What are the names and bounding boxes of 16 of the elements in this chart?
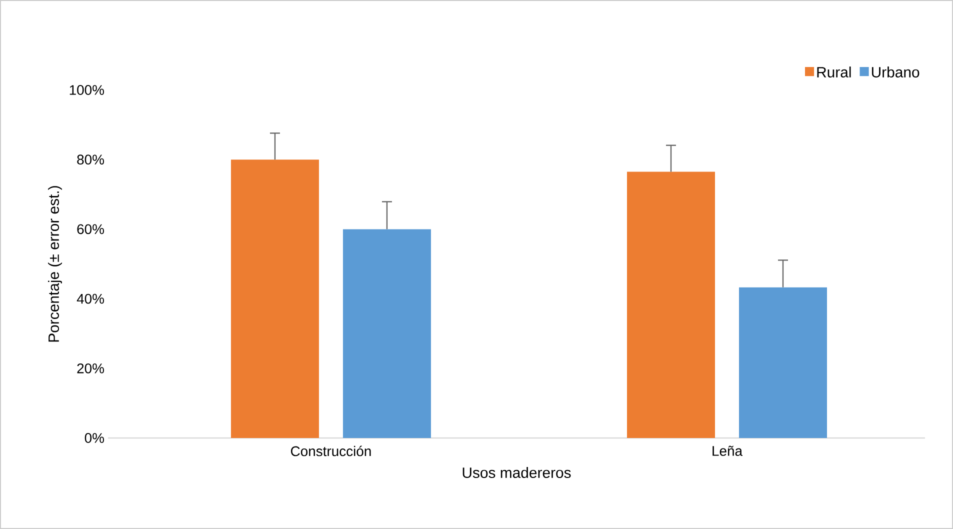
bar: [342, 229, 431, 438]
y-tick-label: 100%: [70, 85, 104, 95]
y-axis-title: Porcentaje (± error est.): [48, 186, 62, 342]
x-axis-title: Usos madereros: [462, 467, 571, 478]
y-tick-label: 0%: [84, 433, 104, 443]
y-tick-label: 60%: [77, 224, 104, 234]
bar: [626, 172, 715, 438]
bar: [230, 160, 319, 438]
bar: [738, 287, 827, 438]
y-tick-label: 80%: [77, 154, 104, 165]
y-tick-label: 40%: [76, 294, 104, 304]
x-tick-label: Construcción: [290, 446, 371, 456]
legend-label: Urbano: [872, 66, 920, 78]
x-tick-label: Leña: [712, 446, 743, 456]
y-tick-label: 20%: [77, 363, 104, 374]
legend-label: Rural: [817, 66, 851, 78]
